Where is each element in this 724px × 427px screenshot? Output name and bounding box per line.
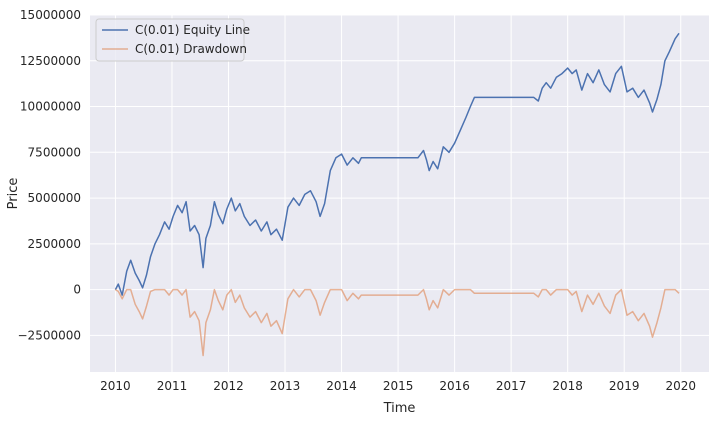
x-tick-label: 2010 xyxy=(100,379,131,393)
series-lines xyxy=(114,32,680,357)
x-tick-label: 2020 xyxy=(665,379,696,393)
x-tick-label: 2012 xyxy=(213,379,244,393)
y-axis-title: Price xyxy=(6,178,21,210)
x-tick-label: 2011 xyxy=(157,379,188,393)
x-tick-label: 2013 xyxy=(270,379,301,393)
y-tick-label: −2500000 xyxy=(18,328,82,342)
grid-lines xyxy=(90,14,709,372)
equity-line-series xyxy=(114,32,680,296)
x-tick-label: 2018 xyxy=(552,379,583,393)
x-tick-label: 2014 xyxy=(326,379,357,393)
tick-labels: −2500000 0 2500000 5000000 7500000 10000000 12… xyxy=(18,8,697,393)
drawdown-series xyxy=(115,288,680,357)
legend-box xyxy=(95,18,245,62)
y-tick-label: 0 xyxy=(73,283,81,297)
plot-background xyxy=(90,15,709,372)
x-tick-label: 2019 xyxy=(609,379,640,393)
legend-label-drawdown: C(0.01) Drawdown xyxy=(135,42,247,56)
x-axis-title: Time xyxy=(383,401,416,416)
y-tick-label: 7500000 xyxy=(28,145,81,159)
y-tick-label: 15000000 xyxy=(20,8,81,22)
legend: C(0.01) Equity Line C(0.01) Drawdown xyxy=(95,18,250,62)
legend-label-equity: C(0.01) Equity Line xyxy=(135,23,250,37)
y-tick-label: 10000000 xyxy=(20,100,81,114)
y-tick-label: 12500000 xyxy=(20,54,81,68)
y-tick-label: 5000000 xyxy=(28,191,81,205)
x-tick-label: 2016 xyxy=(439,379,470,393)
x-tick-label: 2017 xyxy=(496,379,527,393)
y-tick-label: 2500000 xyxy=(28,237,81,251)
x-tick-label: 2015 xyxy=(383,379,414,393)
